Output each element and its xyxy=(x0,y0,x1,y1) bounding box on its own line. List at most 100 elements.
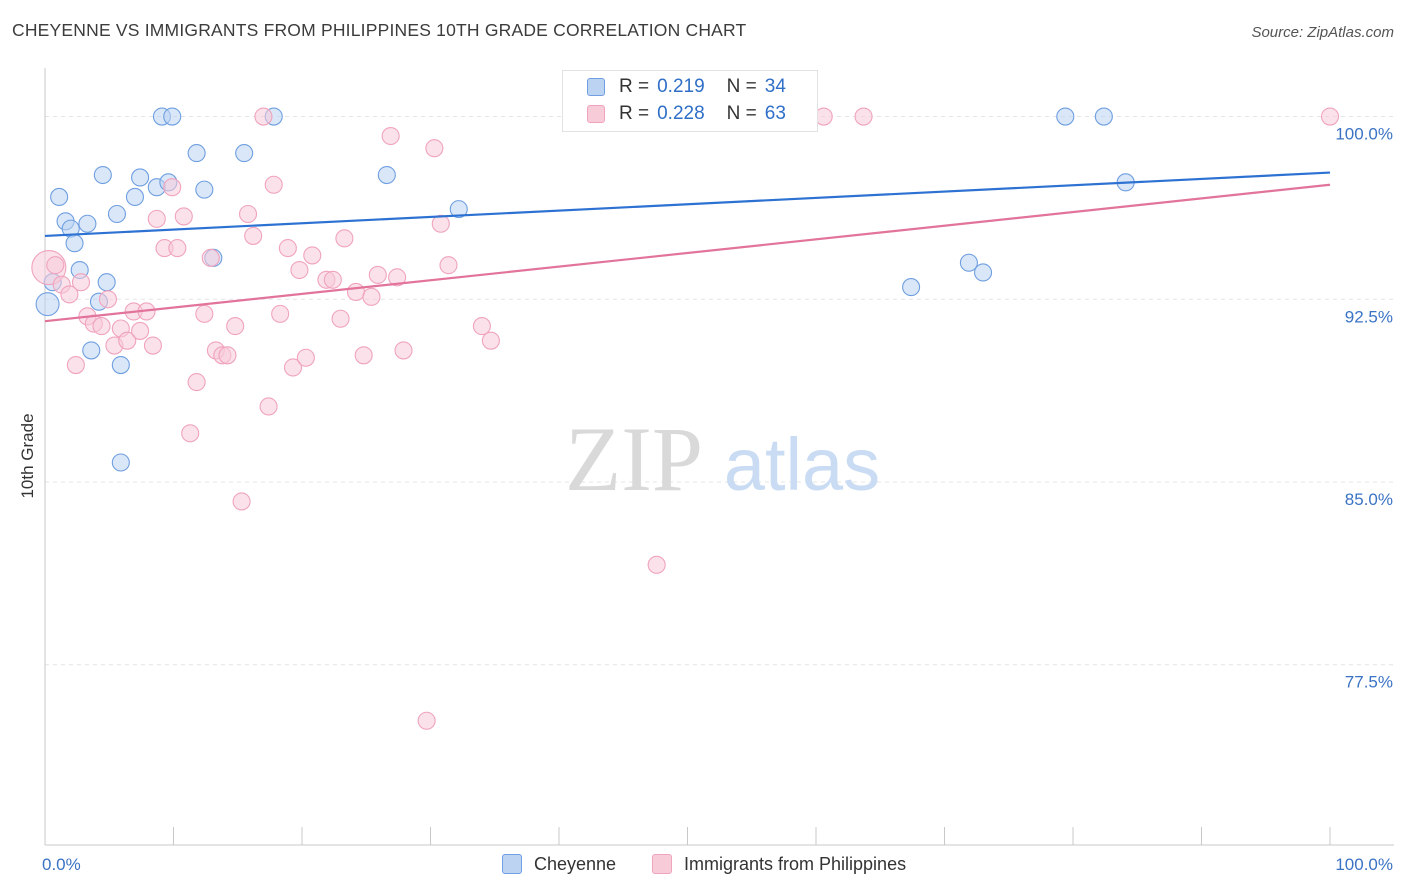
philippines-point xyxy=(335,229,354,248)
philippines-point xyxy=(417,711,436,730)
philippines-point xyxy=(238,204,258,224)
philippines-point xyxy=(647,555,666,574)
cheyenne-point xyxy=(97,273,116,292)
philippines-trend-line xyxy=(44,183,1331,323)
philippines-point xyxy=(264,175,283,194)
philippines-point xyxy=(147,209,166,228)
philippines-point xyxy=(439,256,458,275)
philippines-point xyxy=(425,139,444,158)
axes xyxy=(44,68,1394,846)
x-tick-label-min: 0.0% xyxy=(42,855,81,874)
trend-lines xyxy=(44,171,1331,323)
legend-swatch-philippines xyxy=(587,105,605,123)
watermark-atlas: atlas xyxy=(724,423,880,506)
philippines-point xyxy=(254,107,273,126)
series-swatch-philippines xyxy=(652,854,672,874)
philippines-point xyxy=(346,282,366,302)
philippines-point xyxy=(181,424,200,443)
data-points xyxy=(31,107,1340,730)
cheyenne-point xyxy=(50,187,69,206)
legend-n-label: N = xyxy=(726,103,757,124)
philippines-point xyxy=(1320,107,1340,126)
cheyenne-point xyxy=(1056,107,1075,126)
philippines-point xyxy=(303,246,322,265)
cheyenne-point xyxy=(78,214,97,233)
watermark: ZIP atlas xyxy=(565,408,880,510)
philippines-point xyxy=(244,226,263,245)
philippines-point xyxy=(431,214,450,233)
philippines-point xyxy=(71,273,91,292)
philippines-point xyxy=(283,358,303,377)
philippines-point xyxy=(131,321,150,340)
philippines-point xyxy=(394,341,413,360)
legend-r-label: R = xyxy=(619,76,650,97)
philippines-point xyxy=(362,287,381,306)
legend-r-label: R = xyxy=(619,103,650,124)
philippines-point xyxy=(331,309,350,328)
philippines-point xyxy=(472,317,491,336)
philippines-point xyxy=(66,355,85,375)
philippines-point xyxy=(232,492,251,511)
cheyenne-point xyxy=(163,107,182,126)
legend-n-value-cheyenne: 34 xyxy=(764,76,786,97)
series-legend-philippines[interactable]: Immigrants from Philippines xyxy=(652,852,906,876)
philippines-point xyxy=(174,207,193,226)
legend-row-philippines: R = 0.228 N = 63 xyxy=(587,102,786,126)
cheyenne-point xyxy=(131,168,150,187)
series-swatch-cheyenne xyxy=(502,854,522,874)
philippines-point xyxy=(98,290,118,309)
cheyenne-point xyxy=(111,355,130,375)
philippines-point xyxy=(323,270,342,289)
y-tick-label: 77.5% xyxy=(1345,673,1393,692)
philippines-point xyxy=(187,373,206,392)
philippines-point xyxy=(854,107,873,126)
cheyenne-point xyxy=(107,204,127,224)
philippines-point xyxy=(218,346,237,365)
x-tick-label-max: 100.0% xyxy=(1335,855,1393,874)
cheyenne-point xyxy=(125,187,144,206)
cheyenne-trend-line xyxy=(44,171,1331,238)
watermark-zip: ZIP xyxy=(565,408,703,510)
philippines-point xyxy=(290,260,309,280)
cheyenne-point xyxy=(902,278,921,297)
legend-swatch-cheyenne xyxy=(587,78,605,96)
cheyenne-point xyxy=(187,144,206,163)
legend-n-value-philippines: 63 xyxy=(764,103,786,124)
cheyenne-point xyxy=(973,263,993,282)
cheyenne-point xyxy=(111,453,130,472)
tick-labels: 100.0% 92.5% 85.0% 77.5% 0.0% 100.0% xyxy=(42,125,1393,874)
source-credit: Source: ZipAtlas.com xyxy=(1251,24,1394,41)
philippines-point xyxy=(118,331,137,350)
philippines-point xyxy=(143,336,162,355)
cheyenne-point xyxy=(235,144,254,163)
cheyenne-point xyxy=(449,200,468,219)
philippines-point xyxy=(92,317,111,336)
y-tick-label: 85.0% xyxy=(1345,490,1393,509)
y-tick-label: 92.5% xyxy=(1345,307,1393,326)
legend-row-cheyenne: R = 0.219 N = 34 xyxy=(587,75,786,99)
cheyenne-point xyxy=(35,292,60,317)
philippines-point xyxy=(368,265,387,284)
cheyenne-point xyxy=(93,165,112,185)
cheyenne-point xyxy=(195,180,214,199)
legend-r-value-philippines: 0.228 xyxy=(657,103,705,124)
legend-n-label: N = xyxy=(726,76,757,97)
philippines-point xyxy=(259,397,278,416)
philippines-point xyxy=(381,126,400,146)
philippines-point xyxy=(60,285,79,304)
chart-title: CHEYENNE VS IMMIGRANTS FROM PHILIPPINES … xyxy=(12,20,747,40)
series-legend-cheyenne[interactable]: Cheyenne xyxy=(502,852,616,876)
philippines-point xyxy=(481,331,500,350)
y-tick-label: 100.0% xyxy=(1335,125,1393,144)
cheyenne-point xyxy=(82,341,101,360)
philippines-point xyxy=(46,256,65,275)
philippines-point xyxy=(195,304,214,323)
philippines-point xyxy=(226,317,245,336)
philippines-point xyxy=(354,346,373,365)
cheyenne-point xyxy=(65,234,84,253)
cheyenne-point xyxy=(1094,107,1113,126)
cheyenne-point xyxy=(377,165,396,185)
cheyenne-point xyxy=(959,253,978,272)
philippines-point xyxy=(271,304,290,323)
stats-legend: R = 0.219 N = 34 R = 0.228 N = 63 xyxy=(562,70,818,132)
